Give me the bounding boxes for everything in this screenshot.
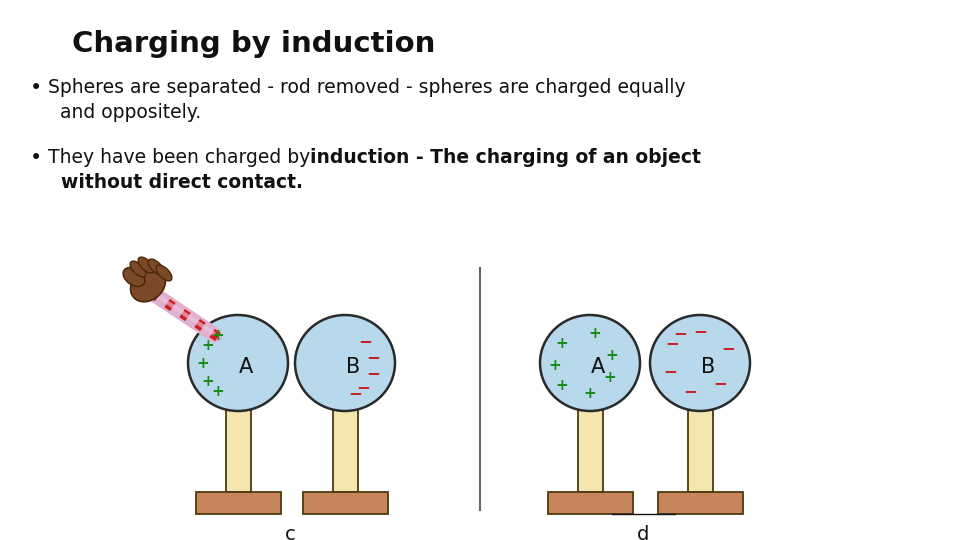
Text: +: + [556,335,568,350]
Text: −: − [663,362,677,380]
Ellipse shape [295,315,395,411]
Text: B: B [701,357,715,377]
Ellipse shape [148,259,164,275]
Bar [302,492,388,514]
Ellipse shape [131,268,165,302]
Text: +: + [556,377,568,393]
Text: B: B [346,357,360,377]
Text: •: • [30,78,42,98]
Text: Spheres are separated - rod removed - spheres are charged equally
  and opposite: Spheres are separated - rod removed - sp… [48,78,685,122]
Bar [332,407,357,492]
Text: −: − [693,322,707,340]
Bar [658,492,742,514]
Text: +: + [202,338,214,353]
Text: +: + [606,348,618,362]
Ellipse shape [650,315,750,411]
Ellipse shape [123,267,145,287]
Bar [578,407,603,492]
Ellipse shape [540,315,640,411]
Text: −: − [366,364,380,382]
Text: A: A [590,357,605,377]
Text: without direct contact.: without direct contact. [48,173,303,192]
Text: +: + [197,355,209,370]
Text: +: + [211,327,225,342]
Text: −: − [721,339,735,357]
Text: •: • [30,148,42,168]
Text: +: + [548,357,562,373]
Text: +: + [584,386,596,401]
Text: −: − [665,334,679,352]
Bar [547,492,633,514]
Bar [196,492,280,514]
Ellipse shape [138,257,154,273]
Text: +: + [202,374,214,388]
Ellipse shape [188,315,288,411]
Text: d: d [636,525,649,540]
Text: Charging by induction: Charging by induction [72,30,436,58]
Text: −: − [684,382,697,400]
Text: +: + [604,370,616,386]
Text: −: − [673,324,687,342]
Text: They have been charged by: They have been charged by [48,148,316,167]
Text: −: − [713,374,727,392]
Text: c: c [284,525,296,540]
Text: A: A [239,357,253,377]
Text: +: + [588,326,601,341]
Bar [226,407,251,492]
Text: −: − [348,384,362,402]
Text: −: − [358,332,372,350]
Text: induction - The charging of an object: induction - The charging of an object [310,148,701,167]
Text: +: + [211,383,225,399]
Ellipse shape [131,261,146,277]
Text: −: − [366,348,380,366]
Text: −: − [356,378,370,396]
Bar [687,407,712,492]
Ellipse shape [156,265,172,281]
